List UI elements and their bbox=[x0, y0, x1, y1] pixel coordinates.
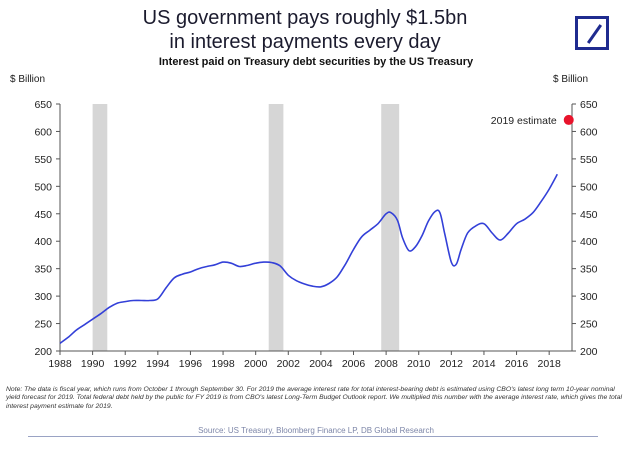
estimate-marker bbox=[563, 114, 574, 125]
x-tick-label: 2004 bbox=[309, 358, 333, 370]
y-tick-label-left: 450 bbox=[34, 209, 52, 221]
series-line-0 bbox=[59, 173, 559, 344]
x-tick-label: 1992 bbox=[114, 358, 138, 370]
y-tick-label-right: 550 bbox=[580, 154, 598, 166]
x-tick-label: 2014 bbox=[472, 358, 496, 370]
x-tick-label: 1994 bbox=[146, 358, 170, 370]
x-tick-label: 1996 bbox=[179, 358, 203, 370]
source-text: Source: US Treasury, Bloomberg Finance L… bbox=[198, 426, 434, 435]
source-divider bbox=[28, 436, 598, 437]
y-tick-label-left: 300 bbox=[34, 291, 52, 303]
y-tick-label-left: 650 bbox=[34, 99, 52, 111]
y-tick-label-left: 350 bbox=[34, 264, 52, 276]
x-tick-label: 2016 bbox=[505, 358, 529, 370]
title-line-2: in interest payments every day bbox=[169, 31, 441, 53]
footnote: Note: The data is fiscal year, which run… bbox=[6, 386, 622, 410]
chart-subtitle: Interest paid on Treasury debt securitie… bbox=[158, 56, 474, 68]
x-tick-label: 1998 bbox=[211, 358, 235, 370]
x-tick-label: 2018 bbox=[537, 358, 561, 370]
y-tick-label-left: 250 bbox=[34, 319, 52, 331]
recession-bands bbox=[92, 104, 400, 351]
x-tick-label: 2002 bbox=[277, 358, 301, 370]
estimate-label: 2019 estimate bbox=[491, 115, 557, 127]
x-tick-label: 2000 bbox=[244, 358, 268, 370]
recession-band-0 bbox=[92, 104, 108, 351]
y-tick-label-right: 600 bbox=[580, 126, 598, 138]
y-tick-label-left: 550 bbox=[34, 154, 52, 166]
x-tick-label: 1990 bbox=[81, 358, 105, 370]
x-tick-label: 1988 bbox=[48, 358, 72, 370]
y-tick-label-right: 450 bbox=[580, 209, 598, 221]
axes: 200 200 250 250 300 300 350 350 400 400 450 450 500 5… bbox=[34, 99, 597, 370]
annotation: 2019 estimate bbox=[491, 114, 574, 127]
y-tick-label-right: 200 bbox=[580, 346, 598, 358]
y-tick-label-left: 500 bbox=[34, 181, 52, 193]
chart-title: US government pays roughly $1.5bn in int… bbox=[0, 6, 610, 54]
x-tick-label: 2006 bbox=[342, 358, 366, 370]
y-tick-label-left: 400 bbox=[34, 236, 52, 248]
x-tick-label: 2010 bbox=[407, 358, 431, 370]
y-tick-label-right: 250 bbox=[580, 319, 598, 331]
y-tick-label-left: 200 bbox=[34, 346, 52, 358]
x-tick-label: 2008 bbox=[374, 358, 398, 370]
y-tick-label-right: 350 bbox=[580, 264, 598, 276]
recession-band-1 bbox=[268, 104, 284, 351]
series bbox=[59, 173, 559, 344]
x-tick-label: 2012 bbox=[440, 358, 464, 370]
title-line-1: US government pays roughly $1.5bn bbox=[142, 7, 468, 29]
y-tick-label-right: 500 bbox=[580, 181, 598, 193]
y-tick-label-right: 300 bbox=[580, 291, 598, 303]
y-tick-label-right: 400 bbox=[580, 236, 598, 248]
y-axis-unit-left: $ Billion bbox=[10, 74, 46, 85]
y-axis-unit-right: $ Billion bbox=[553, 74, 589, 85]
y-tick-label-right: 650 bbox=[580, 99, 598, 111]
recession-band-2 bbox=[381, 104, 400, 351]
y-tick-label-left: 600 bbox=[34, 126, 52, 138]
deutsche-bank-logo-icon bbox=[575, 16, 609, 50]
